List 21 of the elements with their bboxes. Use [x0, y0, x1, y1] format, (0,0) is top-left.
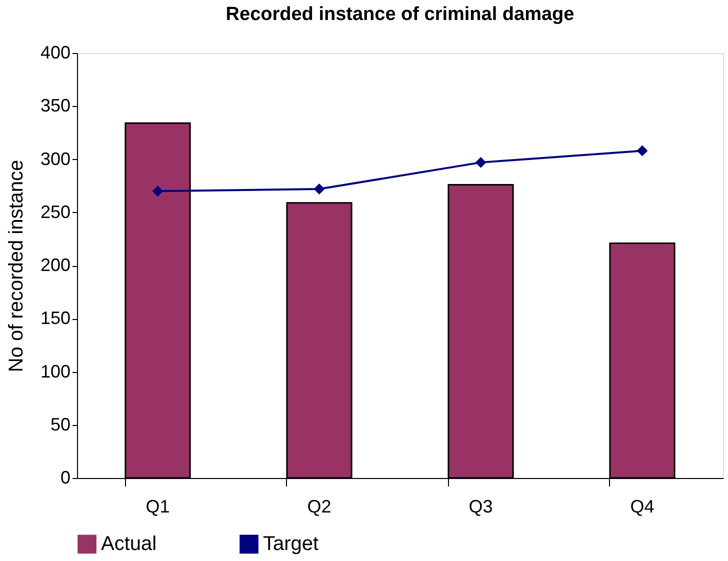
y-tick-label: 400: [40, 42, 70, 62]
y-tick-label: 0: [60, 468, 70, 488]
y-tick-label: 350: [40, 96, 70, 116]
y-tick-label: 250: [40, 202, 70, 222]
point: [152, 186, 164, 197]
point: [636, 145, 648, 156]
y-axis-title: No of recorded instance: [5, 160, 28, 372]
y-tick-label: 100: [40, 361, 70, 382]
y-tick-label: 50: [50, 414, 70, 434]
x-tick-label: Q1: [146, 496, 170, 516]
y-tick-label: 300: [40, 148, 70, 169]
chart-title: Recorded instance of criminal damage: [226, 4, 574, 25]
y-tick-label: 200: [40, 255, 70, 275]
legend-label: Target: [263, 533, 320, 556]
x-tick-label: Q3: [468, 496, 493, 516]
x-tick-label: Q2: [307, 496, 332, 516]
point: [475, 156, 486, 168]
legend-label: Actual: [101, 533, 157, 556]
point: [314, 184, 325, 194]
y-tick-label: 150: [40, 308, 70, 328]
x-tick-label: Q4: [630, 496, 654, 516]
